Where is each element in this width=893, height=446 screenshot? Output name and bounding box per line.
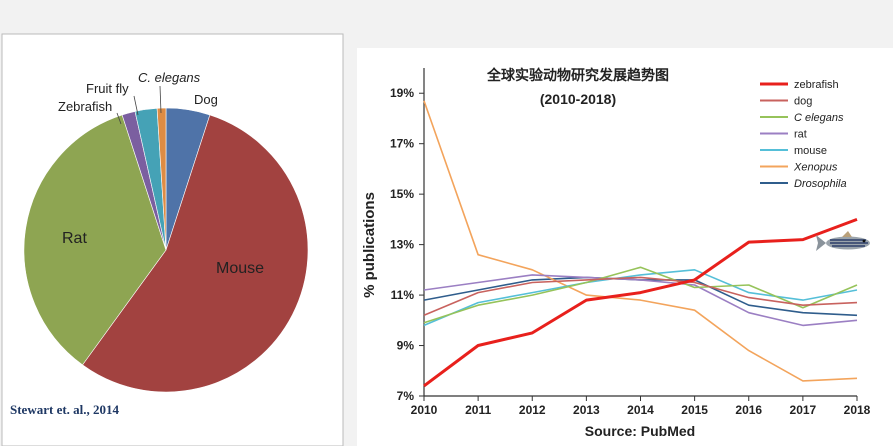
y-axis: 7% 9% 11% 13% 15% 17% 19% (390, 68, 425, 403)
series-line-c-elegans (423, 266, 858, 324)
x-tick-label: 2017 (790, 403, 817, 417)
pie-label-c-elegans: C. elegans (138, 70, 201, 85)
legend: zebrafish dog C elegans rat mouse Xenopus Dros… (760, 79, 847, 190)
legend-label-c-elegans: C elegans (794, 112, 844, 124)
series-line-dog (423, 276, 858, 317)
y-tick-label: 15% (390, 187, 414, 201)
y-tick-label: 7% (397, 389, 415, 403)
series-line-xenopus (423, 100, 858, 382)
x-tick-label: 2016 (735, 403, 762, 417)
pie-label-fruit-fly: Fruit fly (86, 81, 129, 96)
y-tick-label: 19% (390, 86, 414, 100)
y-tick-label: 9% (397, 339, 415, 353)
pie-leader-line (133, 95, 139, 116)
pie-chart: Dog Mouse Rat Zebrafish Fruit fly C. elegans (23, 70, 309, 393)
pie-label-rat: Rat (62, 230, 87, 247)
series-lines (423, 100, 858, 388)
y-tick-label: 17% (390, 137, 414, 151)
x-tick-label: 2015 (681, 403, 708, 417)
pie-slice-c-elegans (156, 107, 167, 251)
pie-leader-line (116, 112, 122, 125)
series-line-mouse (423, 268, 858, 327)
legend-label-xenopus: Xenopus (793, 162, 838, 174)
line-chart-subtitle: (2010-2018) (540, 91, 616, 107)
x-axis-label: Source: PubMed (585, 423, 695, 439)
legend-label-drosophila: Drosophila (794, 178, 847, 190)
x-tick-label: 2012 (519, 403, 546, 417)
legend-label-dog: dog (794, 96, 812, 108)
pie-label-dog: Dog (194, 92, 218, 107)
pie-label-mouse: Mouse (216, 260, 264, 277)
x-tick-label: 2013 (573, 403, 600, 417)
line-chart: 全球实验动物研究发展趋势图 (2010-2018) 7% 9% 11% 13% 15% 1… (361, 67, 871, 439)
legend-label-rat: rat (794, 129, 807, 141)
x-tick-label: 2011 (465, 403, 491, 417)
zebrafish-icon (816, 231, 870, 251)
pie-slice-rat (23, 114, 167, 366)
right-panel (357, 48, 893, 446)
series-line-rat (423, 274, 858, 327)
y-tick-label: 13% (390, 238, 414, 252)
series-line-zebrafish (423, 217, 858, 388)
legend-label-zebrafish: zebrafish (794, 79, 839, 91)
y-axis-label: % publications (361, 192, 378, 298)
pie-leader-line (159, 85, 162, 114)
x-tick-label: 2010 (411, 403, 438, 417)
line-chart-title: 全球实验动物研究发展趋势图 (486, 67, 669, 83)
pie-label-zebrafish: Zebrafish (58, 99, 112, 114)
x-axis: 2010 2011 2012 2013 2014 2015 2016 2017 2018 (411, 395, 871, 417)
legend-label-mouse: mouse (794, 145, 827, 157)
x-tick-label: 2018 (844, 403, 871, 417)
pie-slice-mouse (82, 114, 309, 393)
x-tick-label: 2014 (627, 403, 654, 417)
pie-citation: Stewart et. al., 2014 (10, 402, 120, 417)
y-tick-label: 11% (391, 288, 415, 302)
